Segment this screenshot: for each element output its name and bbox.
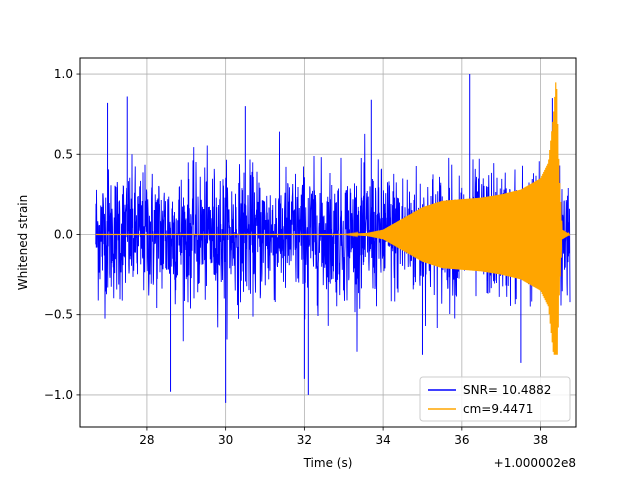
series-layer (95, 74, 571, 403)
y-tick-label: 0.0 (54, 227, 73, 241)
legend: SNR= 10.4882 cm=9.4471 (419, 376, 571, 422)
y-tick-label: 0.5 (54, 147, 73, 161)
legend-box (419, 376, 571, 422)
y-tick-label: −0.5 (44, 308, 73, 322)
legend-entry-label: cm=9.4471 (463, 402, 533, 416)
x-tick-label: 28 (139, 433, 154, 447)
x-tick-label: 38 (533, 433, 548, 447)
x-tick-label: 34 (375, 433, 390, 447)
x-tick-label: 36 (454, 433, 469, 447)
x-tick-label: 30 (218, 433, 233, 447)
y-tick-label: −1.0 (44, 388, 73, 402)
series-cm-line (95, 82, 571, 355)
y-axis: −1.0 −0.5 0.0 0.5 1.0 (44, 67, 80, 402)
plot-frame (79, 57, 577, 428)
x-axis-label: Time (s) (303, 456, 353, 470)
y-tick-label: 1.0 (54, 67, 73, 81)
x-axis: 28 30 32 34 36 38 (139, 427, 548, 447)
legend-entry-label: SNR= 10.4882 (463, 383, 551, 397)
x-tick-label: 32 (297, 433, 312, 447)
x-axis-offset-label: +1.000002e8 (494, 456, 576, 470)
y-axis-label: Whitened strain (16, 195, 30, 291)
